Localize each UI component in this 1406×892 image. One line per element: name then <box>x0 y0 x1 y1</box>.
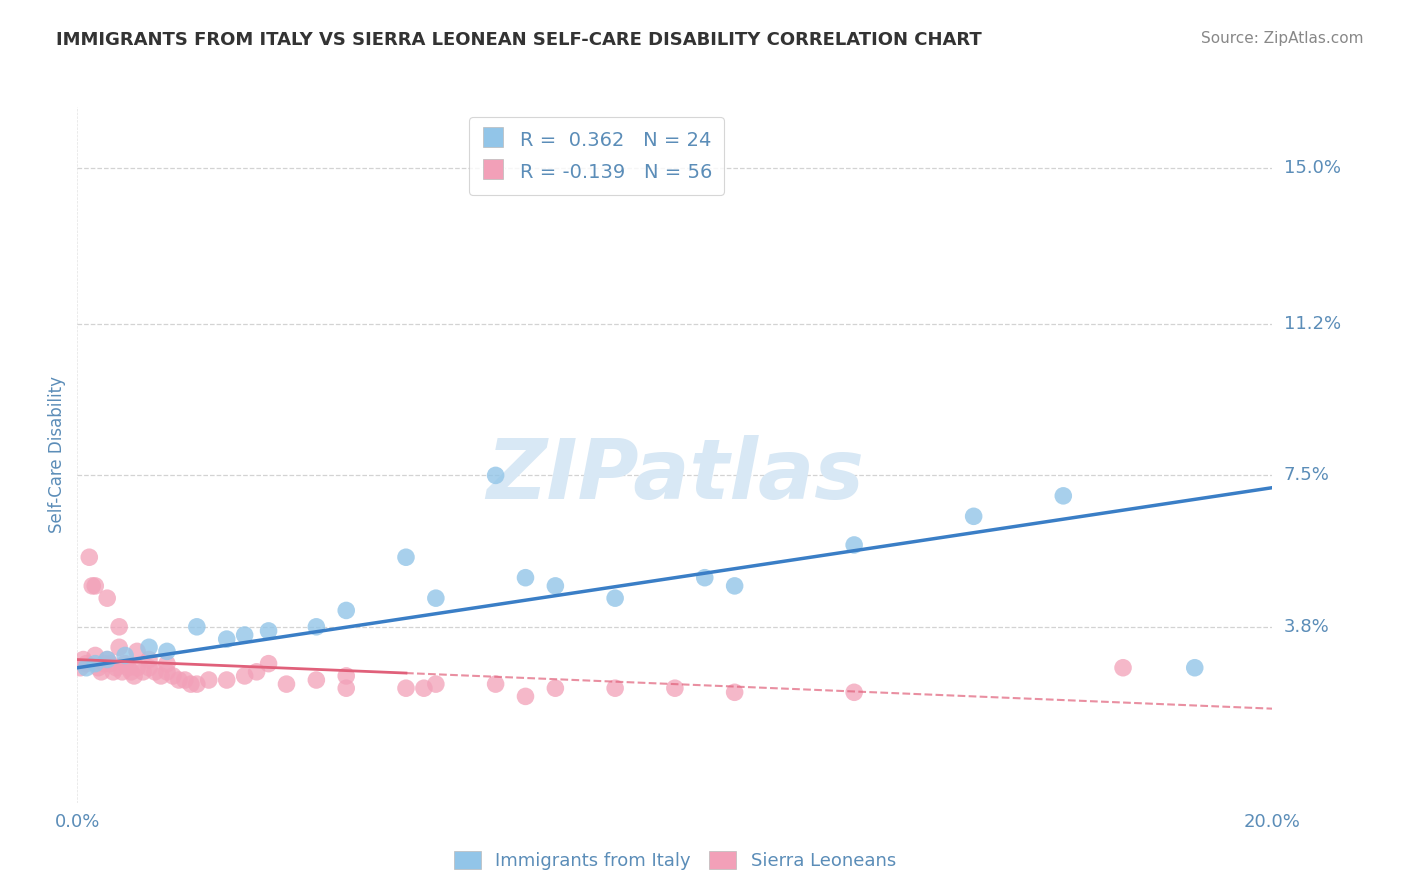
Point <box>108 620 131 634</box>
Point <box>605 681 627 696</box>
Point <box>1052 489 1074 503</box>
Legend: Immigrants from Italy, Sierra Leoneans: Immigrants from Italy, Sierra Leoneans <box>447 844 903 877</box>
Point <box>485 468 508 483</box>
Point <box>724 685 747 699</box>
Point <box>174 673 197 687</box>
Point <box>138 652 160 666</box>
Text: 11.2%: 11.2% <box>1284 315 1341 333</box>
Point <box>156 665 179 679</box>
Point <box>425 677 447 691</box>
Point <box>87 661 110 675</box>
Text: ZIPatlas: ZIPatlas <box>486 435 863 516</box>
Point <box>693 571 716 585</box>
Y-axis label: Self-Care Disability: Self-Care Disability <box>48 376 66 533</box>
Point <box>127 644 149 658</box>
Point <box>425 591 447 606</box>
Point <box>246 665 269 679</box>
Point <box>90 665 112 679</box>
Point <box>79 550 101 565</box>
Point <box>544 579 567 593</box>
Point <box>257 624 280 638</box>
Point <box>93 657 115 671</box>
Point <box>233 628 256 642</box>
Point <box>305 673 328 687</box>
Point <box>215 673 238 687</box>
Point <box>335 681 357 696</box>
Point <box>75 661 97 675</box>
Point <box>84 657 107 671</box>
Point <box>1112 661 1135 675</box>
Point <box>84 579 107 593</box>
Point <box>1184 661 1206 675</box>
Point <box>156 657 179 671</box>
Point <box>98 657 121 671</box>
Point <box>108 640 131 655</box>
Point <box>186 620 208 634</box>
Point <box>215 632 238 646</box>
Point <box>114 648 136 663</box>
Text: 3.8%: 3.8% <box>1284 618 1329 636</box>
Point <box>186 677 208 691</box>
Point <box>305 620 328 634</box>
Point <box>605 591 627 606</box>
Point <box>544 681 567 696</box>
Point <box>143 665 166 679</box>
Point <box>198 673 221 687</box>
Text: 7.5%: 7.5% <box>1284 467 1330 484</box>
Point <box>844 685 866 699</box>
Text: Source: ZipAtlas.com: Source: ZipAtlas.com <box>1201 31 1364 46</box>
Point <box>132 665 155 679</box>
Point <box>335 603 357 617</box>
Point <box>395 550 418 565</box>
Text: 15.0%: 15.0% <box>1284 160 1340 178</box>
Point <box>72 652 94 666</box>
Point <box>117 661 139 675</box>
Point <box>162 669 184 683</box>
Point <box>127 661 149 675</box>
Point <box>69 661 91 675</box>
Point <box>664 681 686 696</box>
Point <box>485 677 508 691</box>
Point <box>82 579 104 593</box>
Point <box>844 538 866 552</box>
Point <box>96 652 118 666</box>
Point <box>180 677 202 691</box>
Point <box>257 657 280 671</box>
Point <box>75 657 97 671</box>
Point <box>724 579 747 593</box>
Point <box>413 681 436 696</box>
Point <box>395 681 418 696</box>
Point <box>963 509 986 524</box>
Point <box>335 669 357 683</box>
Point <box>84 648 107 663</box>
Point <box>515 571 537 585</box>
Point <box>233 669 256 683</box>
Point <box>138 661 160 675</box>
Text: IMMIGRANTS FROM ITALY VS SIERRA LEONEAN SELF-CARE DISABILITY CORRELATION CHART: IMMIGRANTS FROM ITALY VS SIERRA LEONEAN … <box>56 31 981 49</box>
Point <box>156 644 179 658</box>
Point <box>111 665 134 679</box>
Point <box>276 677 298 691</box>
Point <box>150 669 173 683</box>
Point <box>114 657 136 671</box>
Point <box>122 669 145 683</box>
Point <box>138 640 160 655</box>
Point <box>120 665 142 679</box>
Point <box>167 673 190 687</box>
Point <box>96 652 118 666</box>
Point <box>103 665 124 679</box>
Point <box>96 591 118 606</box>
Point <box>515 690 537 704</box>
Point <box>105 661 128 675</box>
